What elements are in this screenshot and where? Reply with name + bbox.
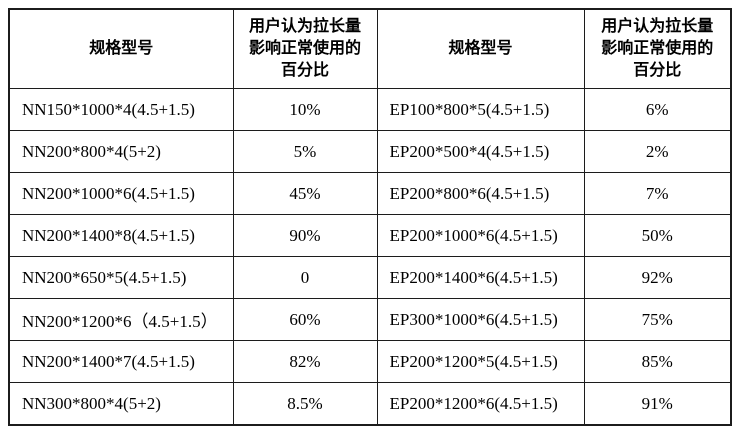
spec-model-cell-left: NN200*650*5(4.5+1.5) [8,256,234,299]
percentage-cell-left: 60% [232,298,378,341]
percentage-cell-left: 5% [232,130,378,173]
header-percentage-right-line3: 百分比 [633,62,682,79]
percentage-cell-right: 2% [583,130,732,173]
header-percentage-left-line3: 百分比 [280,62,329,79]
spec-model-cell-left: NN150*1000*4(4.5+1.5) [8,88,234,131]
spec-model-cell-left: NN200*1400*7(4.5+1.5) [8,340,234,383]
table-row: NN300*800*4(5+2) 8.5% EP200*1200*6(4.5+1.5… [8,382,732,426]
percentage-cell-left: 82% [232,340,378,383]
header-spec-model-right-label: 规格型号 [448,40,513,57]
header-percentage-left-line2: 影响正常使用的 [248,40,361,57]
percentage-cell-left: 0 [232,256,378,299]
percentage-cell-left: 10% [232,88,378,131]
spec-model-cell-left: NN200*1200*6（4.5+1.5） [8,298,234,341]
spec-model-cell-right: EP200*1200*5(4.5+1.5) [376,340,585,383]
spec-model-cell-left: NN200*1000*6(4.5+1.5) [8,172,234,215]
header-percentage-right-line2: 影响正常使用的 [601,40,714,57]
table-row: NN200*1400*8(4.5+1.5) 90% EP200*1000*6(4.5… [8,214,732,257]
table-row: NN200*1200*6（4.5+1.5） 60% EP300*1000*6(4.5… [8,298,732,341]
elongation-survey-table: 规格型号 用户认为拉长量 影响正常使用的 百分比 规格型号 用户认为拉长量 影响… [8,8,732,426]
percentage-cell-right: 91% [583,382,732,426]
spec-model-cell-right: EP200*1400*6(4.5+1.5) [376,256,585,299]
table-row: NN200*800*4(5+2) 5% EP200*500*4(4.5+1.5) 2% [8,130,732,173]
header-spec-model-right: 规格型号 [376,8,585,89]
percentage-cell-right: 7% [583,172,732,215]
spec-model-cell-right: EP200*1200*6(4.5+1.5) [376,382,585,426]
percentage-cell-left: 45% [232,172,378,215]
percentage-cell-right: 6% [583,88,732,131]
spec-model-cell-left: NN200*800*4(5+2) [8,130,234,173]
spec-model-cell-left: NN200*1400*8(4.5+1.5) [8,214,234,257]
percentage-cell-right: 50% [583,214,732,257]
header-spec-model-left-label: 规格型号 [89,40,154,57]
header-percentage-left-line1: 用户认为拉长量 [248,18,361,35]
percentage-cell-right: 92% [583,256,732,299]
percentage-cell-right: 75% [583,298,732,341]
table-header: 规格型号 用户认为拉长量 影响正常使用的 百分比 规格型号 用户认为拉长量 影响… [8,8,732,89]
table-body: NN150*1000*4(4.5+1.5) 10% EP100*800*5(4.5+… [8,88,732,426]
header-percentage-right: 用户认为拉长量 影响正常使用的 百分比 [583,8,732,89]
spec-model-cell-right: EP200*500*4(4.5+1.5) [376,130,585,173]
table-row: NN200*650*5(4.5+1.5) 0 EP200*1400*6(4.5+1.… [8,256,732,299]
header-row: 规格型号 用户认为拉长量 影响正常使用的 百分比 规格型号 用户认为拉长量 影响… [8,8,732,89]
header-percentage-right-line1: 用户认为拉长量 [601,18,714,35]
table-row: NN200*1400*7(4.5+1.5) 82% EP200*1200*5(4.5… [8,340,732,383]
spec-model-cell-left: NN300*800*4(5+2) [8,382,234,426]
spec-model-cell-right: EP200*1000*6(4.5+1.5) [376,214,585,257]
spec-model-cell-right: EP100*800*5(4.5+1.5) [376,88,585,131]
percentage-cell-left: 90% [232,214,378,257]
percentage-cell-right: 85% [583,340,732,383]
spec-model-cell-right: EP200*800*6(4.5+1.5) [376,172,585,215]
table-row: NN200*1000*6(4.5+1.5) 45% EP200*800*6(4.5+… [8,172,732,215]
header-spec-model-left: 规格型号 [8,8,234,89]
percentage-cell-left: 8.5% [232,382,378,426]
spec-model-cell-right: EP300*1000*6(4.5+1.5) [376,298,585,341]
header-percentage-left: 用户认为拉长量 影响正常使用的 百分比 [232,8,378,89]
table-row: NN150*1000*4(4.5+1.5) 10% EP100*800*5(4.5+… [8,88,732,131]
